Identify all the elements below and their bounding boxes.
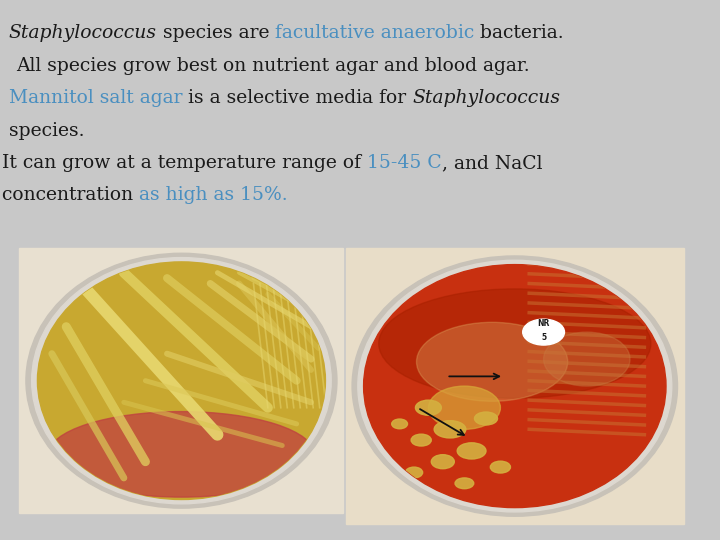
Ellipse shape <box>434 421 466 438</box>
Bar <box>19 248 343 513</box>
Text: concentration: concentration <box>2 186 139 204</box>
Text: bacteria.: bacteria. <box>474 24 564 42</box>
Ellipse shape <box>416 322 568 401</box>
Ellipse shape <box>379 289 651 399</box>
Bar <box>346 248 684 524</box>
Ellipse shape <box>474 412 498 425</box>
Ellipse shape <box>415 400 441 415</box>
Ellipse shape <box>352 256 678 516</box>
Text: All species grow best on nutrient agar and blood agar.: All species grow best on nutrient agar a… <box>16 57 529 75</box>
Text: Staphylococcus: Staphylococcus <box>413 89 560 107</box>
Ellipse shape <box>455 478 474 489</box>
Ellipse shape <box>32 258 331 504</box>
Ellipse shape <box>364 265 666 508</box>
Text: NR: NR <box>537 320 550 328</box>
Ellipse shape <box>37 262 325 500</box>
Text: , and NaCl: , and NaCl <box>442 154 542 172</box>
Ellipse shape <box>358 260 672 512</box>
Ellipse shape <box>405 467 423 478</box>
Text: is a selective media for: is a selective media for <box>182 89 413 107</box>
Ellipse shape <box>411 434 431 446</box>
Text: species.: species. <box>9 122 84 139</box>
Ellipse shape <box>431 455 454 469</box>
Ellipse shape <box>544 332 630 386</box>
Ellipse shape <box>490 461 510 473</box>
Text: facultative anaerobic: facultative anaerobic <box>275 24 474 42</box>
Text: Staphylococcus: Staphylococcus <box>9 24 157 42</box>
Ellipse shape <box>48 411 315 497</box>
Ellipse shape <box>428 386 500 429</box>
Text: 15-45 C: 15-45 C <box>367 154 442 172</box>
Ellipse shape <box>392 419 408 429</box>
Ellipse shape <box>457 443 486 459</box>
Text: species are: species are <box>157 24 275 42</box>
Text: as high as 15%.: as high as 15%. <box>139 186 288 204</box>
Text: Mannitol salt agar: Mannitol salt agar <box>9 89 182 107</box>
Ellipse shape <box>26 253 337 508</box>
Text: It can grow at a temperature range of: It can grow at a temperature range of <box>2 154 367 172</box>
Text: 5: 5 <box>541 333 546 342</box>
Ellipse shape <box>523 319 564 345</box>
